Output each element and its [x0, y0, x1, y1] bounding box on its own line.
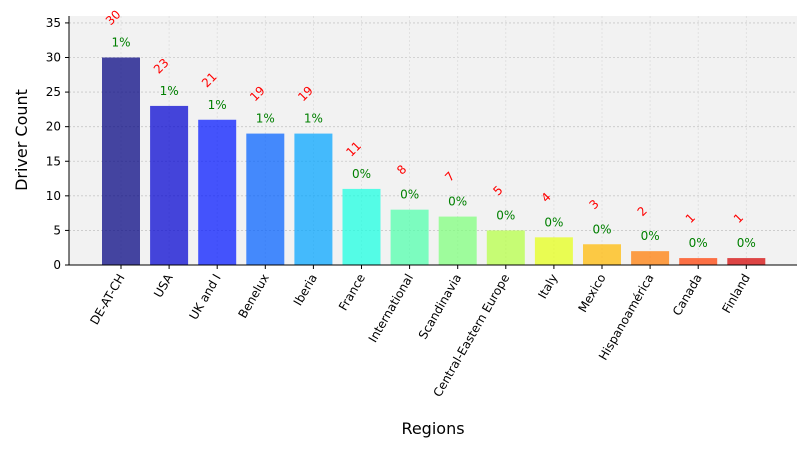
bar: [102, 57, 140, 265]
y-tick-label: 35: [46, 16, 61, 30]
percent-label: 0%: [737, 236, 756, 250]
bar: [342, 188, 381, 265]
bar: [390, 209, 429, 265]
x-tick-label: UK and I: [186, 272, 223, 323]
x-tick-label: France: [336, 272, 368, 314]
percent-label: 1%: [304, 112, 323, 126]
bar: [486, 230, 525, 265]
x-tick-label: Finland: [719, 272, 753, 316]
x-tick-label: USA: [151, 271, 176, 300]
bar: [679, 258, 718, 265]
y-tick-label: 15: [46, 154, 61, 168]
bar: [438, 216, 477, 265]
x-tick-label: Scandinavia: [416, 272, 465, 342]
percent-label: 0%: [352, 167, 371, 181]
y-tick-label: 10: [46, 189, 61, 203]
x-tick-label: Hispanoamérica: [596, 272, 657, 363]
bar: [727, 258, 766, 265]
x-tick-labels: DE-AT-CH USA UK and I Benelux Iberia FranceIn…: [87, 271, 752, 400]
bar: [294, 133, 333, 265]
percent-label: 0%: [496, 208, 515, 222]
x-axis-title: Regions: [401, 419, 464, 438]
y-tick-label: 20: [46, 120, 61, 134]
percent-label: 1%: [208, 98, 227, 112]
y-tick-label: 5: [53, 223, 61, 237]
x-tick-label: Mexico: [576, 272, 609, 315]
y-tick-label: 30: [46, 51, 61, 65]
percent-label: 0%: [400, 188, 419, 202]
x-tick-label: DE-AT-CH: [87, 272, 127, 328]
percent-label: 0%: [689, 236, 708, 250]
bar: [150, 105, 189, 266]
percent-label: 1%: [160, 84, 179, 98]
percent-label: 1%: [256, 112, 275, 126]
percent-label: 0%: [641, 229, 660, 243]
y-tick-label: 0: [53, 258, 61, 272]
y-tick-labels: 0 5 10 15 20 25 30 35: [46, 16, 61, 272]
axes: [65, 16, 797, 269]
x-tick-label: Iberia: [291, 272, 320, 309]
percent-label: 1%: [111, 36, 130, 50]
y-tick-label: 25: [46, 85, 61, 99]
percent-label: 0%: [544, 215, 563, 229]
x-tick-label: Canada: [670, 272, 705, 319]
bars: [102, 57, 766, 266]
bar: [583, 244, 621, 265]
bar: [198, 119, 237, 265]
x-tick-label: International: [366, 272, 416, 345]
bar: [246, 133, 285, 265]
y-axis-title: Driver Count: [12, 89, 31, 191]
bar: [631, 251, 670, 265]
percent-label: 0%: [592, 222, 611, 236]
x-tick-label: Italy: [535, 272, 560, 302]
x-tick-label: Benelux: [235, 272, 271, 321]
bar: [534, 237, 573, 265]
percent-label: 0%: [448, 195, 467, 209]
